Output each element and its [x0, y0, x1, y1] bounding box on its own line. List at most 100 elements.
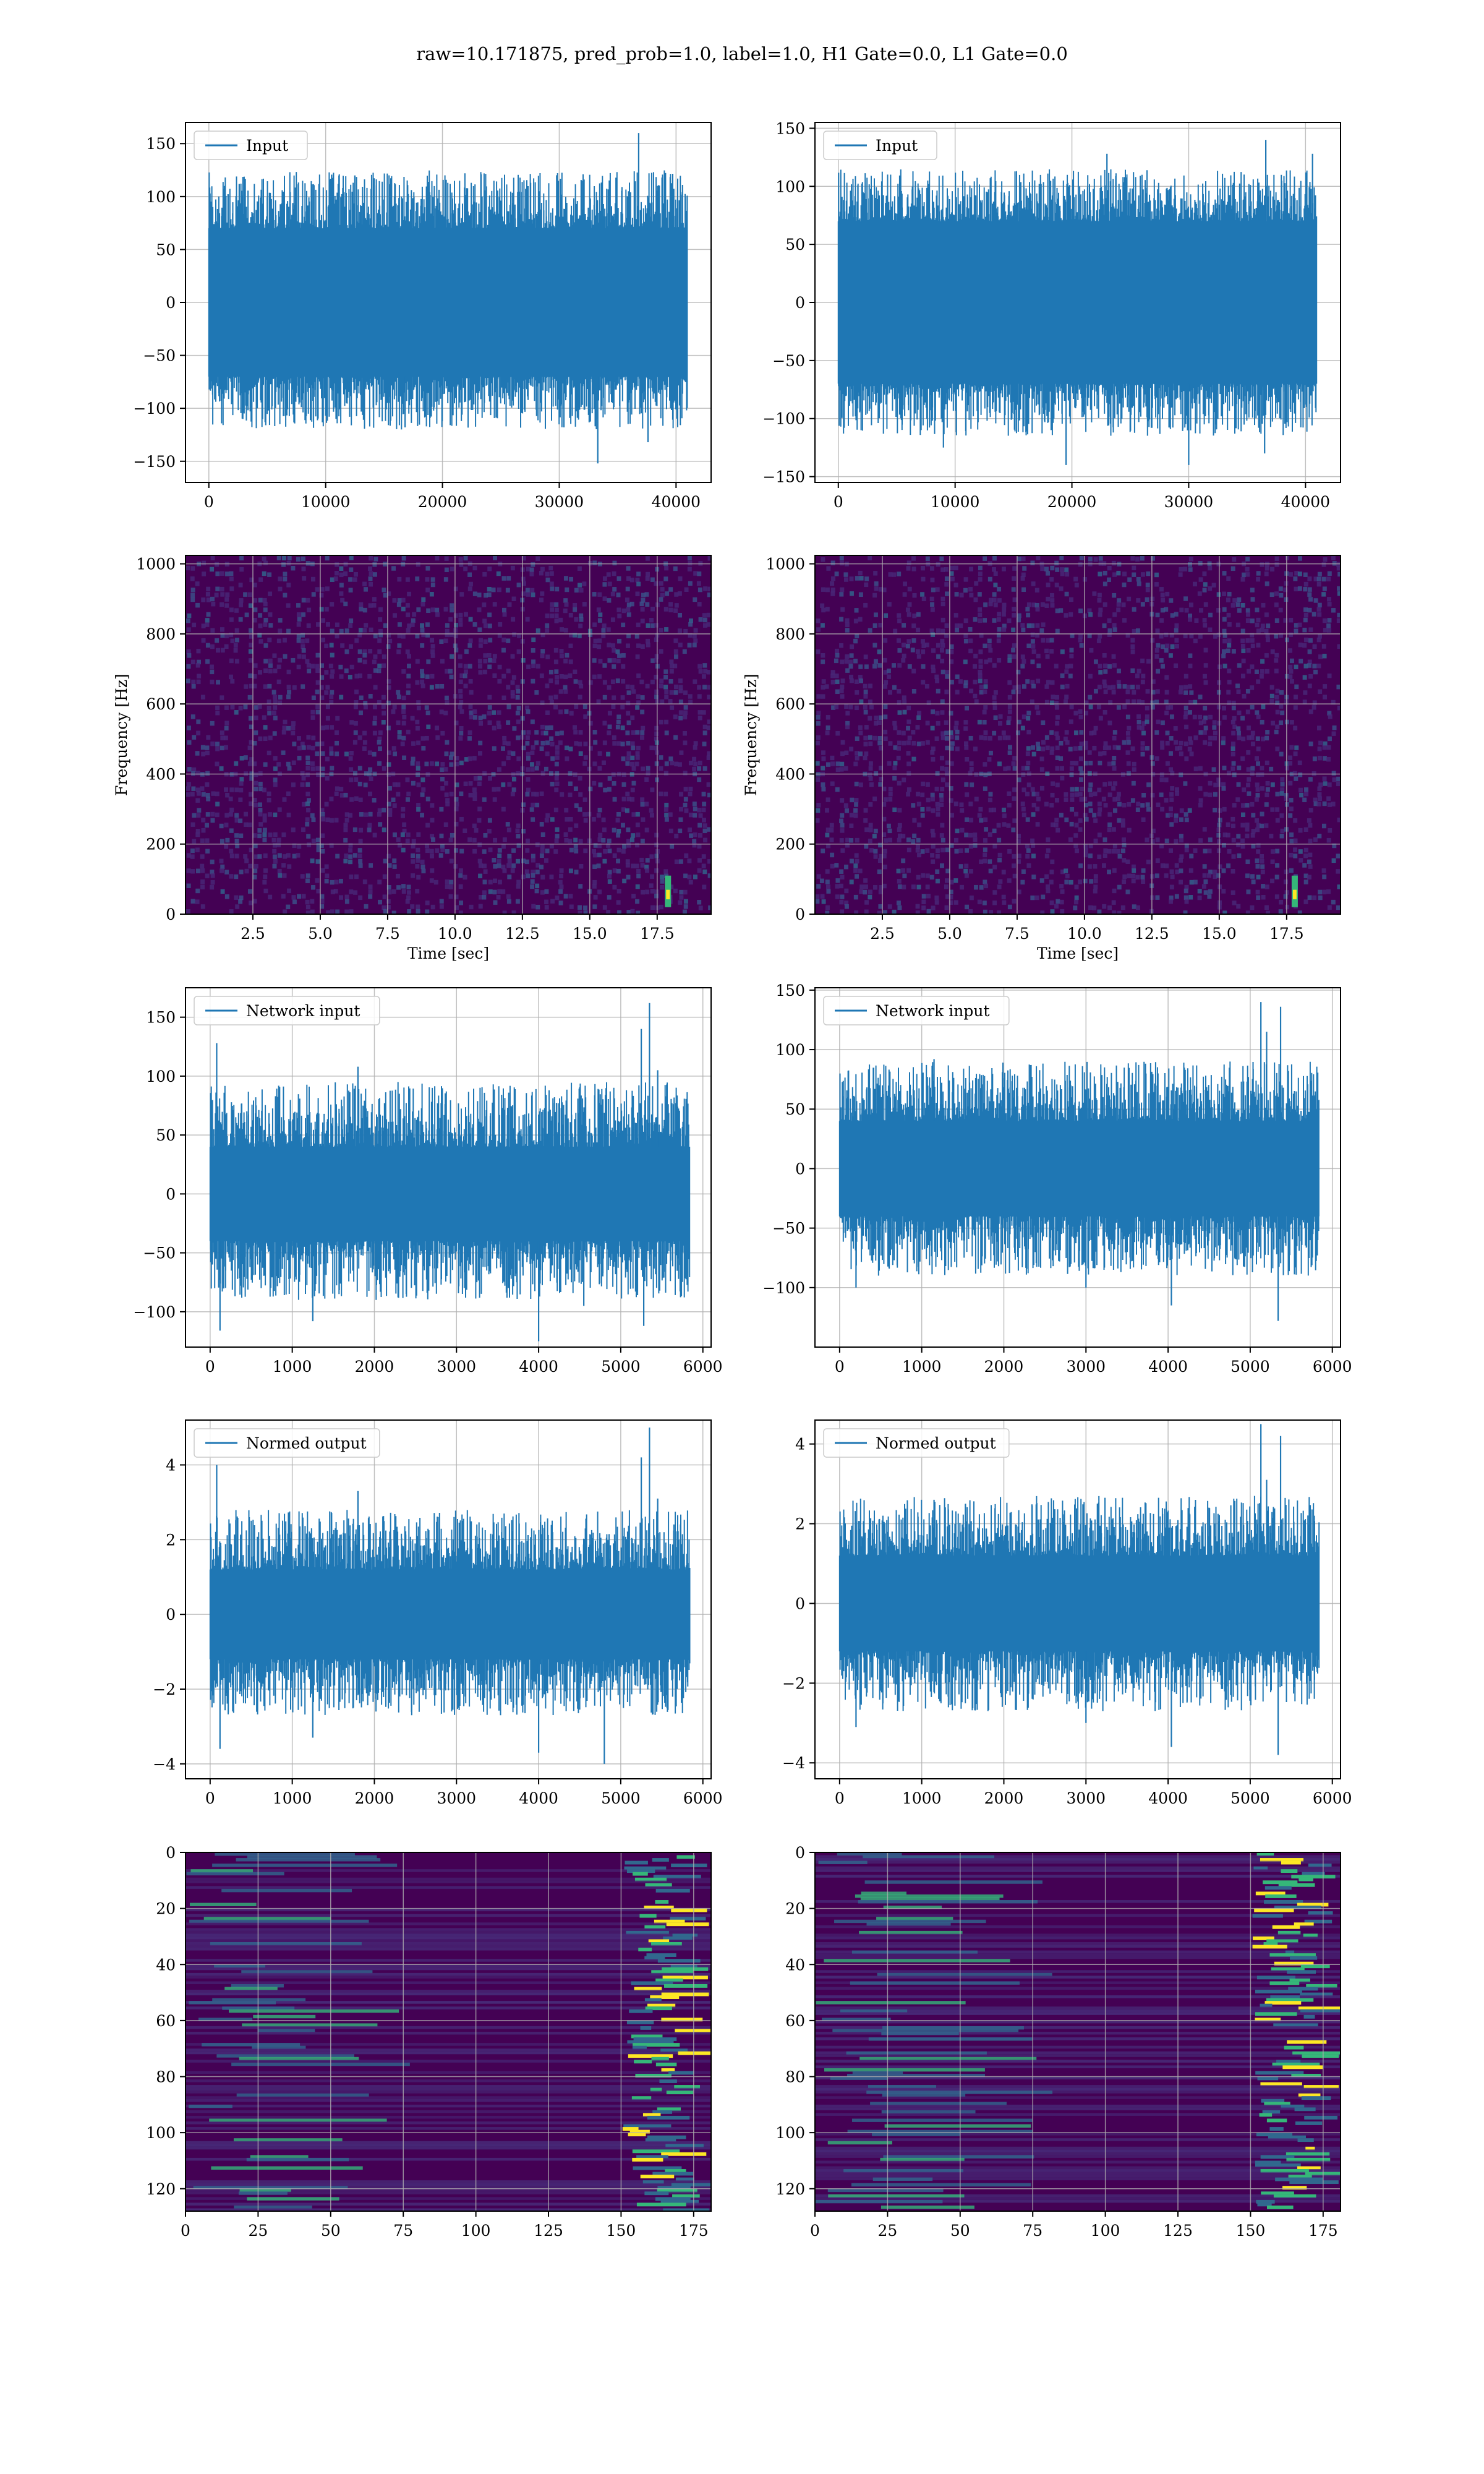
heatmap-cell — [324, 643, 329, 649]
heatmap-cell — [620, 695, 625, 700]
x-tick-label: 5000 — [1230, 1358, 1270, 1376]
heatmap-cell — [234, 813, 239, 818]
heatmap-cell — [707, 792, 711, 798]
heatmap-cell — [1035, 822, 1040, 827]
heatmap-cell — [1193, 735, 1198, 740]
heatmap-hot — [632, 2149, 680, 2154]
heatmap-cell — [1230, 869, 1235, 874]
heatmap-cell — [321, 816, 326, 822]
heatmap-cell — [1022, 566, 1027, 571]
heatmap-cell — [635, 755, 640, 760]
heatmap-cell — [305, 791, 310, 797]
heatmap-cell — [626, 711, 631, 716]
y-tick-label: 4 — [795, 1436, 805, 1453]
heatmap-cell — [1017, 859, 1021, 864]
heatmap-cell — [1117, 910, 1122, 914]
heatmap-cell — [565, 587, 569, 593]
heatmap-cell — [1136, 581, 1141, 586]
heatmap-cell — [468, 792, 473, 798]
heatmap-cell — [306, 735, 311, 740]
heatmap-cell — [607, 643, 612, 648]
heatmap-cell — [487, 586, 492, 592]
heatmap-cell — [693, 745, 697, 750]
heatmap-cell — [1150, 839, 1155, 844]
heatmap-cell — [397, 622, 402, 627]
heatmap-cell — [882, 854, 887, 858]
heatmap-cell — [940, 786, 945, 792]
heatmap-cell — [307, 607, 312, 612]
heatmap-cell — [535, 628, 540, 633]
heatmap-cell — [458, 873, 463, 878]
heatmap-cell — [343, 827, 348, 833]
heatmap-cell — [362, 607, 367, 613]
heatmap-cell — [963, 659, 968, 664]
heatmap-cell — [287, 864, 292, 869]
heatmap-cell — [1321, 823, 1326, 829]
heatmap-cell — [273, 782, 278, 787]
heatmap-hot — [628, 2054, 673, 2058]
heatmap-cell — [1237, 730, 1241, 736]
heatmap-cell — [305, 766, 310, 771]
heatmap-cell — [654, 833, 659, 837]
heatmap-cell — [1317, 602, 1322, 608]
heatmap-cell — [1255, 607, 1260, 613]
heatmap-cell — [949, 571, 954, 576]
heatmap-cell — [407, 909, 412, 914]
heatmap-cell — [473, 776, 478, 781]
heatmap-cell — [276, 638, 281, 644]
heatmap-cell — [1031, 792, 1036, 797]
heatmap-cell — [835, 648, 839, 654]
heatmap-cell — [1331, 555, 1336, 560]
heatmap-cell — [945, 745, 950, 751]
heatmap-cell — [305, 821, 310, 827]
heatmap-cell — [863, 742, 868, 747]
heatmap-cell — [1103, 669, 1108, 674]
heatmap-cell — [357, 649, 362, 654]
heatmap-cell — [1169, 598, 1174, 603]
heatmap-cell — [305, 597, 310, 603]
heatmap-cell — [301, 612, 306, 617]
heatmap-cell — [840, 761, 845, 767]
heatmap-cell — [401, 807, 406, 812]
heatmap-cell — [243, 755, 248, 760]
heatmap-cell — [1184, 608, 1189, 613]
heatmap-cell — [1198, 802, 1203, 808]
heatmap-cell — [1308, 823, 1313, 828]
heatmap-cell — [902, 592, 907, 597]
heatmap-cell — [592, 880, 597, 885]
heatmap-cell — [353, 704, 358, 709]
heatmap-cell — [276, 664, 281, 669]
heatmap-cell — [1280, 782, 1285, 787]
heatmap-cell — [915, 910, 920, 914]
heatmap-cell — [631, 745, 636, 751]
heatmap-cell — [268, 669, 273, 674]
heatmap-cell — [378, 730, 383, 735]
heatmap-cell — [1087, 608, 1092, 614]
heatmap-cell — [357, 632, 362, 638]
heatmap-cell — [239, 787, 244, 793]
heatmap-cell — [1261, 602, 1266, 608]
heatmap-cell — [1322, 618, 1327, 623]
heatmap-cell — [1236, 842, 1241, 847]
heatmap-hot — [640, 2175, 675, 2178]
heatmap-cell — [1136, 719, 1141, 725]
heatmap-cell — [459, 730, 464, 736]
heatmap-cell — [821, 653, 825, 658]
heatmap-cell — [839, 592, 844, 597]
heatmap-cell — [573, 607, 578, 612]
heatmap-cell — [301, 827, 305, 833]
heatmap-cell — [1178, 690, 1183, 695]
heatmap-cell — [1055, 782, 1060, 787]
heatmap-cell — [273, 716, 278, 721]
heatmap-cell — [1211, 767, 1216, 772]
heatmap-cell — [645, 868, 649, 873]
heatmap-cell — [373, 654, 378, 659]
heatmap-cell — [391, 709, 396, 714]
heatmap-cell — [1122, 842, 1127, 848]
heatmap-cell — [358, 797, 363, 803]
heatmap-cell — [501, 864, 506, 870]
heatmap-cell — [416, 807, 421, 812]
heatmap-hot — [651, 2057, 669, 2061]
heatmap-cell — [659, 581, 663, 586]
heatmap-cell — [1031, 581, 1036, 586]
